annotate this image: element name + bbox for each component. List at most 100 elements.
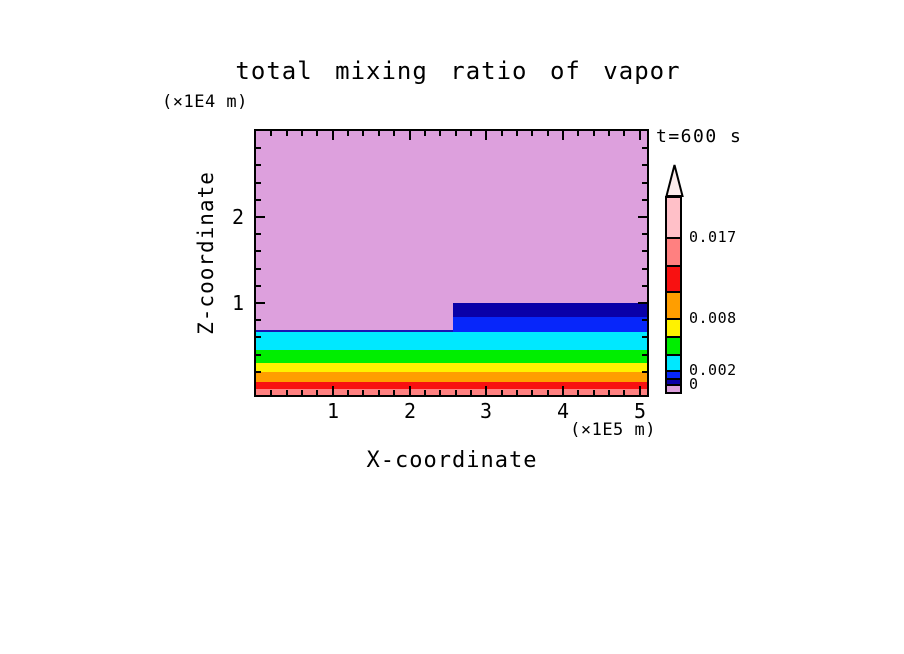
colorbar-tick-label: 0.008 [689,309,737,327]
x-axis-tick-top [378,131,380,136]
contour-band-layer-yellow [256,363,647,372]
z-axis-tick-right [642,233,647,235]
x-axis-tick-bottom [608,390,610,395]
x-axis-tick-top [577,131,579,136]
x-axis-tick-top [316,131,318,136]
z-axis-tick-label: 2 [231,205,244,229]
contour-band-upper-cloud-dark-blue [453,303,647,317]
x-axis-tick-bottom [516,390,518,395]
x-axis-tick-bottom [439,390,441,395]
contour-band-layer-salmon [256,389,647,395]
x-axis-tick-top [531,131,533,136]
x-axis-tick-bottom [424,390,426,395]
z-axis-tick-right [642,147,647,149]
z-axis-tick-left [256,199,261,201]
z-axis-tick-right [638,302,647,304]
x-axis-tick-bottom [577,390,579,395]
x-axis-tick-top [593,131,595,136]
colorbar-segment [667,267,680,293]
x-axis-tick-bottom [393,390,395,395]
x-axis-tick-bottom [362,390,364,395]
x-axis-tick-top [439,131,441,136]
time-label: t=600 s [656,126,743,147]
plot-area [254,129,649,397]
z-axis-tick-left [256,164,261,166]
colorbar-arrow-icon [665,164,684,197]
x-axis-tick-top [332,131,334,140]
x-axis-tick-label: 1 [326,399,340,423]
z-axis-tick-left [256,233,261,235]
z-axis-tick-right [642,182,647,184]
x-axis-tick-top [485,131,487,140]
z-axis-tick-right [642,199,647,201]
x-axis-tick-top [562,131,564,140]
contour-band-upper-cloud-blue [453,317,647,332]
x-axis-tick-label: 3 [479,399,493,423]
x-axis-tick-bottom [455,390,457,395]
colorbar-tick-label: 0.017 [689,228,737,246]
colorbar-segment [667,293,680,320]
colorbar-segment [667,239,680,267]
x-axis-tick-bottom [301,390,303,395]
x-axis-tick-bottom [531,390,533,395]
x-axis-tick-top [393,131,395,136]
x-axis-tick-bottom [501,390,503,395]
z-axis-tick-left [256,285,261,287]
z-axis-tick-left [256,182,261,184]
z-axis-tick-right [642,319,647,321]
x-axis-tick-bottom [286,390,288,395]
x-axis-unit-label: (×1E5 m) [570,420,656,440]
z-axis-tick-right [642,285,647,287]
x-axis-tick-bottom [270,390,272,395]
z-axis-tick-left [256,216,265,218]
x-axis-tick-bottom [639,386,641,395]
colorbar-segment [667,380,680,386]
x-axis-tick-top [501,131,503,136]
z-axis-tick-left [256,336,261,338]
x-axis-tick-bottom [547,390,549,395]
z-axis-tick-label: 1 [231,291,244,315]
x-axis-tick-top [301,131,303,136]
z-axis-tick-right [642,371,647,373]
x-axis-tick-bottom [378,390,380,395]
x-axis-tick-top [470,131,472,136]
x-axis-tick-label: 4 [556,399,570,423]
x-axis-tick-bottom [409,386,411,395]
colorbar-tick-label: 0.002 [689,361,737,379]
z-axis-tick-left [256,302,265,304]
z-axis-tick-left [256,354,261,356]
x-axis-tick-top [424,131,426,136]
contour-band-layer-cyan [256,332,647,350]
x-axis-tick-top [409,131,411,140]
x-axis-label: X-coordinate [366,448,538,473]
x-axis-tick-top [347,131,349,136]
x-axis-tick-top [362,131,364,136]
colorbar-segment [667,338,680,356]
plot-title: total mixing ratio of vapor [235,57,681,85]
x-axis-tick-label: 2 [403,399,417,423]
z-axis-tick-left [256,319,261,321]
z-axis-tick-left [256,250,261,252]
z-axis-tick-right [642,336,647,338]
z-axis-unit-label: (×1E4 m) [162,92,248,112]
x-axis-tick-top [286,131,288,136]
colorbar [665,196,682,394]
x-axis-tick-label: 5 [633,399,647,423]
x-axis-tick-bottom [470,390,472,395]
colorbar-segment [667,372,680,380]
colorbar-segment [667,356,680,372]
contour-band-layer-orange [256,372,647,382]
z-axis-tick-right [638,216,647,218]
x-axis-tick-top [608,131,610,136]
x-axis-tick-top [455,131,457,136]
x-axis-tick-bottom [347,390,349,395]
colorbar-segment [667,198,680,239]
x-axis-tick-top [639,131,641,140]
colorbar-segment [667,320,680,338]
x-axis-tick-top [547,131,549,136]
z-axis-tick-right [642,354,647,356]
z-axis-tick-left [256,147,261,149]
contour-band-contour-line-left [256,330,453,332]
z-axis-tick-right [642,250,647,252]
